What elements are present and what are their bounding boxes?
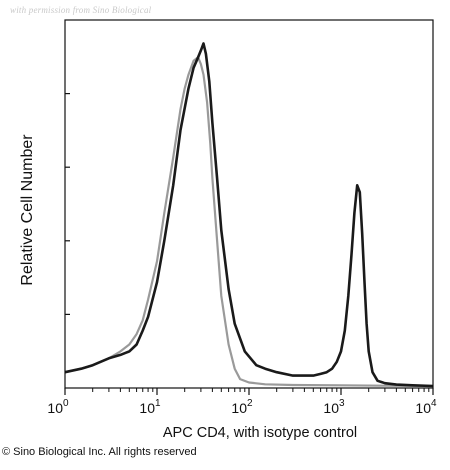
x-tick-label: 100	[47, 398, 69, 416]
watermark-text: with permission from Sino Biological	[10, 5, 152, 15]
series-line-isotype	[64, 56, 434, 388]
copyright-text: © Sino Biological Inc. All rights reserv…	[2, 446, 197, 458]
x-tick-label: 104	[415, 398, 437, 416]
tick-layer: 100 101 102 103 104	[47, 92, 437, 416]
series-line-sample	[64, 42, 434, 388]
x-tick-label: 101	[139, 398, 161, 416]
y-axis-label: Relative Cell Number	[19, 134, 36, 286]
x-tick-label: 102	[231, 398, 253, 416]
plot-frame	[64, 19, 434, 389]
x-axis-label: APC CD4, with isotype control	[162, 425, 358, 441]
x-tick-label: 103	[323, 398, 345, 416]
plot-layer	[64, 42, 434, 388]
